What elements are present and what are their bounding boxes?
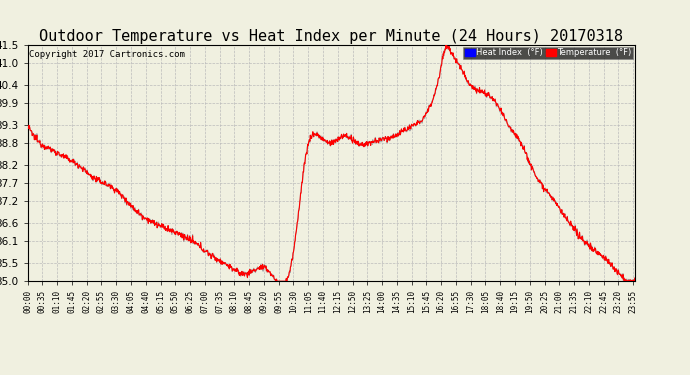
Legend: Heat Index  (°F), Temperature  (°F): Heat Index (°F), Temperature (°F) bbox=[463, 46, 633, 59]
Title: Outdoor Temperature vs Heat Index per Minute (24 Hours) 20170318: Outdoor Temperature vs Heat Index per Mi… bbox=[39, 29, 623, 44]
Text: Copyright 2017 Cartronics.com: Copyright 2017 Cartronics.com bbox=[29, 50, 185, 59]
